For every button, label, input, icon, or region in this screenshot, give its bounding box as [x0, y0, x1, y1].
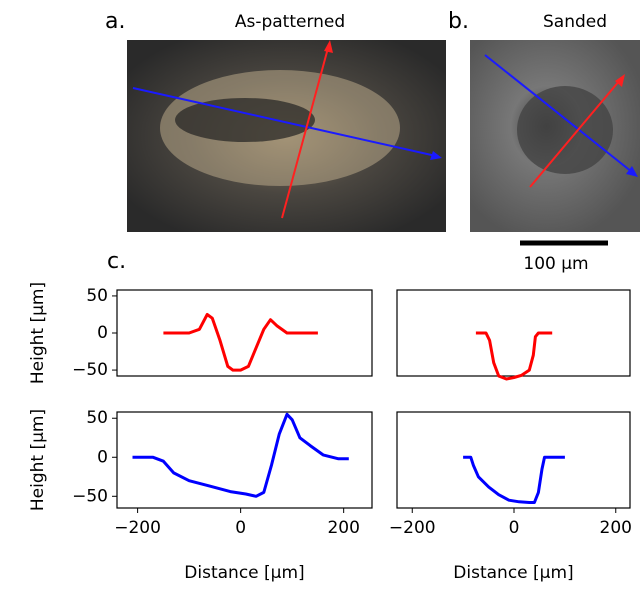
arrowhead	[324, 40, 333, 53]
x-tick-label: 200	[327, 518, 359, 538]
y-axis-label: Height [µm]	[28, 282, 48, 384]
panel-title: As-patterned	[235, 12, 345, 32]
arrowhead	[626, 166, 638, 177]
arrowhead	[615, 74, 625, 87]
y-tick-label: 0	[97, 447, 108, 467]
arrow-blue-b	[484, 54, 633, 173]
data-line	[163, 313, 318, 372]
panel-label: b.	[448, 9, 469, 34]
arrow-blue-a	[132, 87, 437, 157]
data-line	[475, 331, 553, 381]
y-tick-label: −50	[72, 486, 108, 506]
data-line	[132, 412, 349, 498]
arrow-red-a	[281, 47, 329, 219]
y-tick-label: 50	[86, 286, 108, 306]
arrow-red-b	[529, 79, 621, 188]
arrowhead	[430, 151, 442, 160]
data-line	[463, 455, 565, 504]
axes-frame	[116, 411, 373, 509]
axes-frame	[116, 289, 373, 377]
panel-label: c.	[107, 249, 126, 274]
x-axis-label: Distance [µm]	[184, 563, 304, 583]
y-tick-label: 50	[86, 408, 108, 428]
panel-title: Sanded	[543, 12, 607, 32]
axes-frame	[396, 289, 631, 377]
y-tick-label: 0	[97, 323, 108, 343]
crater-b	[517, 86, 613, 174]
scale-label: 100 µm	[523, 254, 588, 274]
y-axis-label: Height [µm]	[28, 409, 48, 511]
axes-frame	[396, 411, 631, 509]
x-tick-label: −200	[389, 518, 436, 538]
panel-label: a.	[105, 9, 125, 34]
x-tick-label: 200	[600, 518, 632, 538]
y-tick-label: −50	[72, 360, 108, 380]
x-axis-label: Distance [µm]	[453, 563, 573, 583]
groove-a	[175, 98, 315, 142]
x-tick-label: 0	[235, 518, 246, 538]
x-tick-label: 0	[509, 518, 520, 538]
x-tick-label: −200	[114, 518, 161, 538]
